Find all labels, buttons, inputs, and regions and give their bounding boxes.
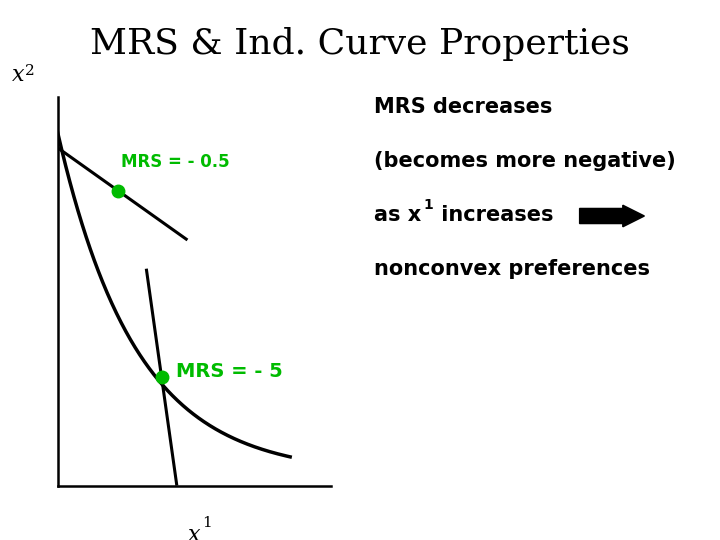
Text: as x: as x bbox=[374, 205, 422, 225]
Text: MRS & Ind. Curve Properties: MRS & Ind. Curve Properties bbox=[90, 27, 630, 61]
Text: MRS decreases: MRS decreases bbox=[374, 97, 553, 117]
Text: MRS = - 5: MRS = - 5 bbox=[176, 362, 283, 381]
Text: increases: increases bbox=[434, 205, 554, 225]
Text: 1: 1 bbox=[423, 198, 433, 212]
Text: 2: 2 bbox=[25, 64, 35, 78]
Text: (becomes more negative): (becomes more negative) bbox=[374, 151, 676, 171]
Text: 1: 1 bbox=[202, 516, 212, 530]
Text: x: x bbox=[12, 64, 24, 86]
Text: x: x bbox=[188, 524, 201, 540]
Text: nonconvex preferences: nonconvex preferences bbox=[374, 259, 650, 279]
Text: MRS = - 0.5: MRS = - 0.5 bbox=[120, 153, 229, 171]
